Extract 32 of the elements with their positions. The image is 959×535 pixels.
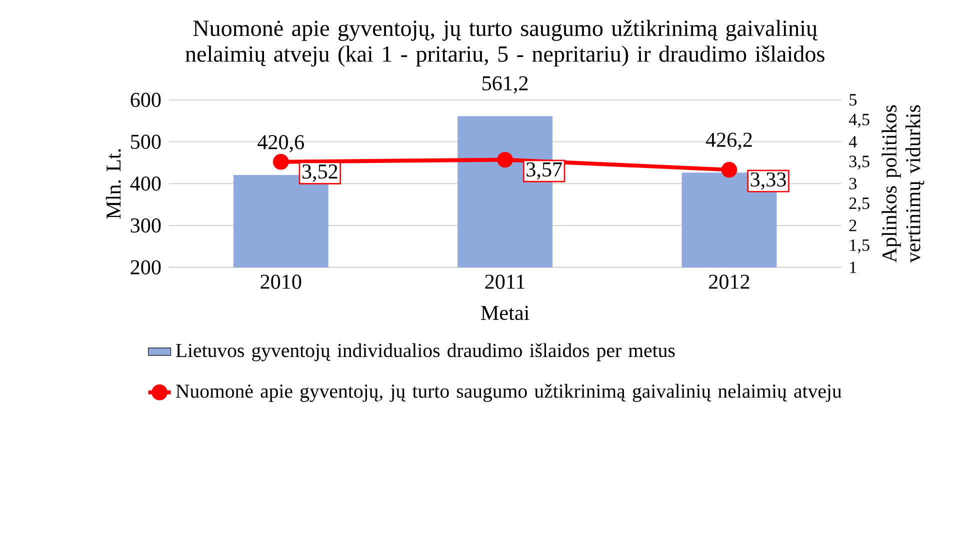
x-tick-label: 2010 [260, 274, 302, 289]
y-axis-title: Mln. Lt. [106, 149, 121, 219]
point [497, 152, 513, 168]
data-label: 420,6 [258, 135, 304, 152]
data-label: 561,2 [482, 76, 528, 94]
y2-tick-label: 4 [848, 136, 857, 148]
data-label: 426,2 [706, 132, 752, 150]
y2-tick-label: 4,5 [848, 114, 870, 128]
point [272, 154, 289, 170]
legend-label: Nuomonė apie gyventojų, jų turto saugumo užtikrinimą gaivalinių nelaimių atveju [176, 384, 842, 402]
data-label: 3,52 [302, 164, 338, 182]
x-axis-title: Metai [481, 306, 530, 320]
chart-title: Nuomonė apie gyventojų, jų turto saugumo užtikrinimą gaivalinių nelaimių atveju (kai 1 - pritariu, 5 - nepritariu) ir draudimo išlaidos [186, 20, 824, 67]
y-tick-label: 400 [130, 176, 161, 191]
legend-label: Lietuvos gyventojų individualios draudimo išlaidos per metus [176, 343, 675, 362]
y2-axis-title: Aplinkos politikos vertinimų vidurkis [882, 105, 924, 263]
y2-tick-label: 3 [849, 178, 857, 190]
y-tick-label: 300 [130, 218, 161, 233]
data-label: 3,57 [526, 162, 562, 180]
y2-tick-label: 2,5 [849, 198, 870, 212]
y2-tick-label: 1,5 [850, 239, 870, 254]
y-tick-label: 500 [131, 134, 161, 149]
y2-tick-label: 5 [850, 94, 857, 106]
y-tick-label: 200 [130, 260, 161, 274]
y2-tick-label: 1 [850, 262, 856, 273]
x-tick-label: 2011 [485, 274, 524, 289]
y2-tick-label: 3,5 [849, 156, 870, 170]
x-tick-label: 2012 [709, 274, 750, 289]
point [721, 162, 738, 178]
y2-tick-label: 2 [849, 220, 856, 232]
y-tick-label: 600 [130, 92, 161, 107]
data-label: 3,33 [750, 172, 786, 190]
